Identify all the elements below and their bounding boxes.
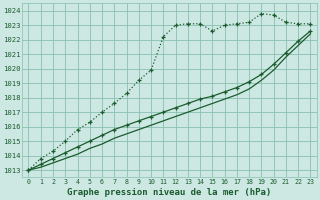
X-axis label: Graphe pression niveau de la mer (hPa): Graphe pression niveau de la mer (hPa)	[67, 188, 272, 197]
